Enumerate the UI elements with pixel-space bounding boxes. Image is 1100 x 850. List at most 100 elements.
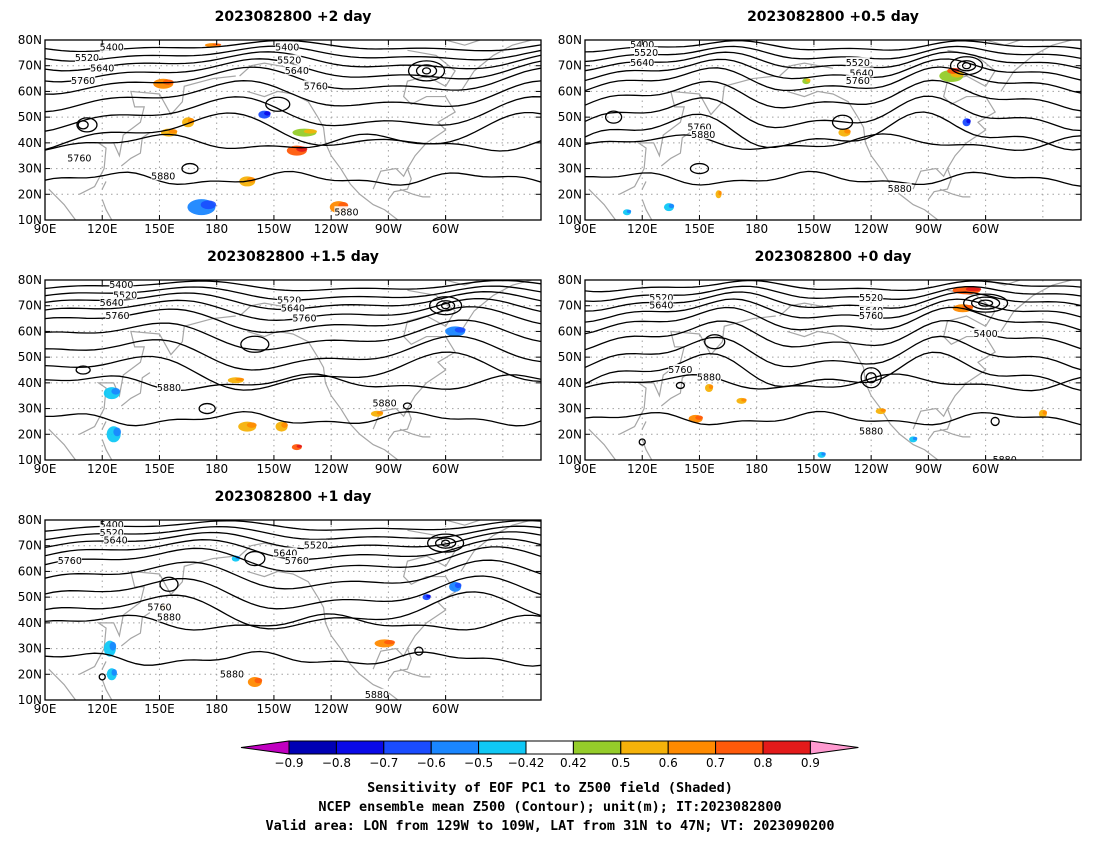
- z500-closed-contour: [407, 60, 446, 82]
- contour-label-bg: [697, 371, 721, 382]
- z500-contour: [45, 559, 541, 590]
- z500-closed-contour: [831, 114, 854, 130]
- contour-label-bg: [113, 289, 138, 300]
- japan-coast: [660, 132, 691, 167]
- lon-tick-label: 120W: [314, 702, 349, 716]
- z500-contour: [585, 45, 1081, 63]
- z500-contour: [585, 335, 1081, 371]
- lon-tick-label: 90E: [34, 702, 57, 716]
- contour-label-bg: [859, 304, 884, 315]
- z500-contour: [45, 40, 541, 53]
- lon-tick-label: 90W: [915, 462, 942, 476]
- lon-tick-label: 120W: [314, 462, 349, 476]
- contour-label-bg: [303, 80, 328, 91]
- asia-coast: [588, 315, 776, 460]
- contour-label-bg: [71, 75, 96, 86]
- contour-label-bg: [157, 611, 181, 622]
- sensitivity-patch: [109, 641, 117, 651]
- z500-contour-5880: [585, 170, 1081, 187]
- caribbean-coast: [939, 428, 971, 438]
- contour-label-bg: [649, 299, 674, 310]
- lon-tick-label: 120E: [627, 462, 658, 476]
- lon-tick-label: 150E: [144, 702, 175, 716]
- islands-coast: [641, 181, 653, 220]
- coastlines: [48, 520, 532, 700]
- contour-label-bg: [109, 280, 134, 290]
- sensitivity-shading: [103, 326, 466, 451]
- z500-contour: [45, 591, 541, 630]
- lat-tick-label: 20N: [558, 427, 582, 441]
- colorbar-over-arrow: [809, 740, 859, 755]
- z500-closed-contour: [265, 96, 291, 112]
- contour-label-bg: [147, 601, 172, 612]
- z500-closed-contour: [604, 110, 623, 124]
- contour-label-bg: [334, 206, 359, 217]
- islands-coast: [101, 181, 113, 220]
- z500-contours: [45, 520, 541, 681]
- map-plot-area: 5400552056405760576058805400552056405760…: [45, 40, 541, 220]
- z500-contour: [585, 66, 1081, 94]
- contour-label-bg: [364, 688, 389, 699]
- contour-label-bg: [668, 364, 693, 374]
- colorbar-bin: [667, 740, 717, 755]
- lat-tick-label: 40N: [558, 376, 582, 390]
- panel-title: 2023082800 +1 day: [215, 489, 372, 505]
- sensitivity-patch: [806, 78, 811, 82]
- z500-contour: [585, 298, 1081, 323]
- colorbar-tick-label: −0.9: [274, 756, 303, 770]
- lat-tick-label: 10N: [18, 693, 42, 707]
- contour-label: 5640: [850, 68, 874, 79]
- z500-closed-contour: [421, 67, 432, 75]
- contour-label-bg: [284, 64, 309, 75]
- contour-label-bg: [649, 292, 674, 302]
- contour-label-bg: [284, 555, 309, 566]
- z500-closed-contour: [970, 296, 1001, 310]
- panel-plus-0p5-day: 2023082800 +0.5 day 54005520564057605880…: [558, 9, 1082, 236]
- map-plot-area: 5520564057605880552056405760540058805880: [585, 280, 1081, 460]
- lon-tick-label: 150E: [684, 222, 715, 236]
- na-west-coast: [779, 62, 939, 220]
- lon-tick-label: 150W: [797, 222, 832, 236]
- contour-label-bg: [273, 547, 298, 558]
- lon-tick-label: 150W: [797, 462, 832, 476]
- contour-label: 5760: [58, 556, 82, 567]
- colorbar-bin: [572, 740, 622, 755]
- sensitivity-shading: [103, 555, 462, 687]
- map-body: 54005520564057605880552056405760588080N7…: [18, 273, 542, 476]
- lat-tick-label: 70N: [558, 299, 582, 313]
- contour-label-bg: [845, 57, 870, 68]
- z500-contour-5880: [45, 410, 541, 427]
- lon-tick-label: 150W: [257, 702, 292, 716]
- sensitivity-patch: [718, 190, 722, 196]
- panel-plus-1p5-day: 2023082800 +1.5 day 54005520564057605880…: [18, 249, 542, 476]
- sensitivity-patch: [880, 408, 886, 412]
- z500-closed-contour: [689, 162, 710, 175]
- contour-label-bg: [151, 170, 176, 181]
- lon-tick-label: 150W: [257, 222, 292, 236]
- contour-label: 5760: [846, 76, 870, 87]
- contour-label: 5880: [157, 613, 181, 624]
- z500-closed-contour: [75, 365, 91, 375]
- lat-tick-label: 20N: [18, 187, 42, 201]
- map-body: 5400552056405760576058805400552056405760…: [18, 33, 542, 236]
- contour-label-bg: [90, 62, 115, 73]
- asia-coast: [48, 75, 236, 220]
- contour-label: 5880: [220, 669, 244, 680]
- na-west-coast: [239, 62, 399, 220]
- contour-labels: 5400552056405760576058805640576055205880…: [58, 520, 389, 700]
- lon-tick-label: 120E: [87, 702, 118, 716]
- z500-closed-contour: [76, 117, 98, 133]
- z500-closed-contour: [402, 402, 413, 410]
- lat-tick-label: 80N: [558, 273, 582, 287]
- lat-tick-label: 60N: [558, 84, 582, 98]
- contour-label: 5760: [285, 556, 309, 567]
- lat-tick-label: 20N: [558, 187, 582, 201]
- lon-tick-label: 120W: [854, 222, 889, 236]
- sensitivity-patch: [844, 129, 851, 134]
- colorbar-bin: [620, 740, 669, 755]
- na-east-coast: [402, 529, 456, 649]
- lon-tick-label: 60W: [432, 222, 459, 236]
